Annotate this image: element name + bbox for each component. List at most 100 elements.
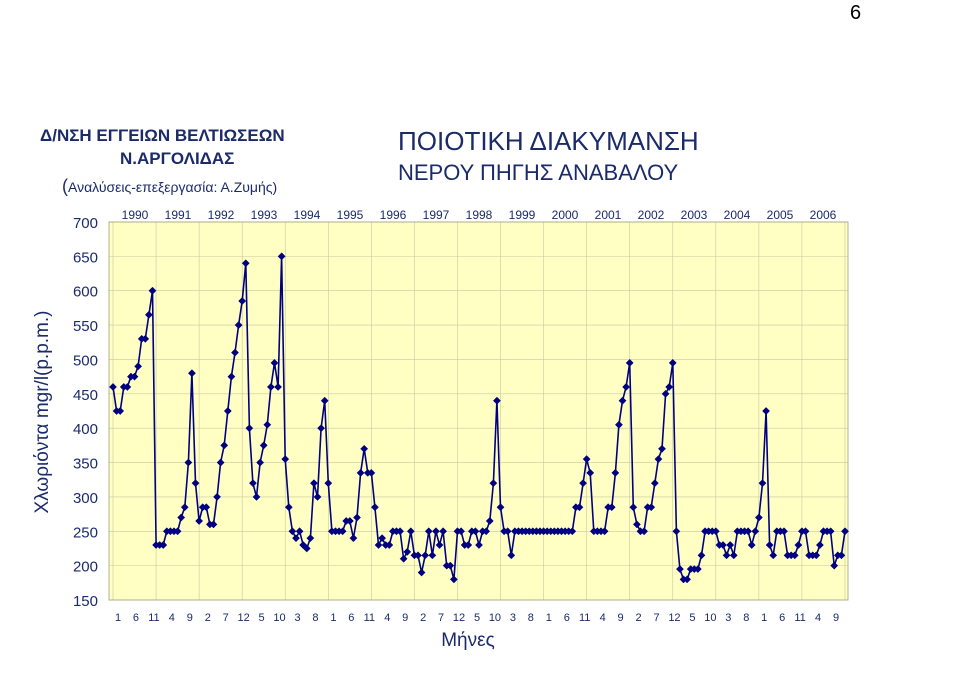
year-label: 1994 [294,208,321,222]
data-point [464,541,473,549]
data-point [719,541,727,549]
data-point [435,541,444,549]
x-tick-label: 9 [833,612,839,624]
year-label: 2005 [767,208,794,222]
year-label: 1990 [122,208,149,222]
data-point [632,520,641,529]
data-point [177,513,186,522]
data-point [812,551,821,560]
data-point [492,396,501,405]
data-point [313,492,322,501]
data-point [575,503,584,512]
data-point [263,420,272,429]
year-label: 1991 [165,208,192,222]
data-point [159,541,168,549]
x-tick-label: 5 [259,612,265,624]
data-point [231,348,239,357]
data-point [417,568,426,577]
data-point [274,382,283,391]
x-tick-label: 10 [489,612,501,624]
data-point [665,382,674,391]
x-tick-label: 6 [133,612,139,624]
credit-paren: ( [62,176,68,196]
data-point [245,424,254,433]
x-tick-label: 3 [510,612,516,624]
x-tick-label: 8 [743,612,749,624]
data-point [421,551,430,560]
x-tick-label: 9 [402,612,408,624]
data-point [220,441,229,450]
data-point [614,420,623,429]
year-label: 2001 [595,208,622,222]
data-point [277,252,286,261]
x-tick-label: 8 [312,612,318,624]
org-name: Δ/ΝΣΗ ΕΓΓΕΙΩΝ ΒΕΛΤΙΩΣΕΩΝ [40,126,285,145]
plot-frame [108,221,849,601]
x-tick-label: 7 [223,612,229,624]
x-tick-label: 1 [115,612,121,624]
x-tick-label: 6 [564,612,570,624]
chart-subtitle: ΝΕΡΟΥ ΠΗΓΗΣ ΑΝΑΒΑΛΟΥ [398,160,679,185]
data-point [284,503,293,512]
x-tick-label: 11 [579,612,590,624]
data-point [202,503,211,512]
data-point [693,565,702,574]
data-point [428,551,437,560]
data-point [241,259,250,268]
data-point [148,286,157,295]
data-point [256,458,265,467]
x-tick-label: 9 [187,612,193,624]
data-point [338,527,347,536]
data-point [396,527,405,536]
x-tick-label: 9 [618,612,624,624]
data-point [187,369,196,378]
data-point [180,503,189,512]
data-point [195,517,204,525]
data-point [385,541,394,549]
data-point [414,551,422,560]
data-point [475,541,483,549]
year-label: 2004 [724,208,751,222]
year-label: 1996 [380,208,407,222]
y-axis-label: Χλωριόντα mgr/l(p.p.m.) [32,311,53,514]
data-point [640,527,649,536]
data-point [618,396,627,405]
credit-text: Αναλύσεις-επεξεργασία: Α.Ζυμής) [68,179,278,195]
data-point [697,551,706,560]
data-point [270,358,279,367]
data-point [367,468,376,477]
axes: 150 200 250 300 350 400 450 500 550 600 650 700 1990… [73,208,849,624]
data-point [675,565,684,574]
data-point [213,492,222,501]
data-point [302,544,311,553]
data-point [209,520,218,529]
x-tick-label: 2 [420,612,426,624]
y-tick-label: 250 [73,524,98,541]
data-point [765,541,774,549]
data-point [762,407,771,415]
data-point [317,424,326,433]
year-label: 2000 [552,208,579,222]
data-point [507,551,516,560]
data-point [288,527,297,536]
x-tick-label: 12 [453,612,465,624]
data-point [586,468,595,477]
data-point [600,527,609,536]
x-tick-label: 4 [600,612,606,624]
y-tick-label: 500 [73,352,98,369]
x-tick-label: 3 [725,612,731,624]
data-point [815,541,824,549]
y-tick-label: 450 [73,387,98,404]
x-tick-label: 2 [635,612,641,624]
data-point [729,551,738,560]
data-point [424,527,433,536]
year-label: 1995 [337,208,364,222]
y-tick-label: 200 [73,559,98,576]
data-point [259,441,268,450]
x-tick-label: 12 [238,612,250,624]
data-point [123,382,132,391]
year-label: 1997 [423,208,450,222]
data-point [485,517,494,525]
x-tick-label: 11 [148,612,159,624]
